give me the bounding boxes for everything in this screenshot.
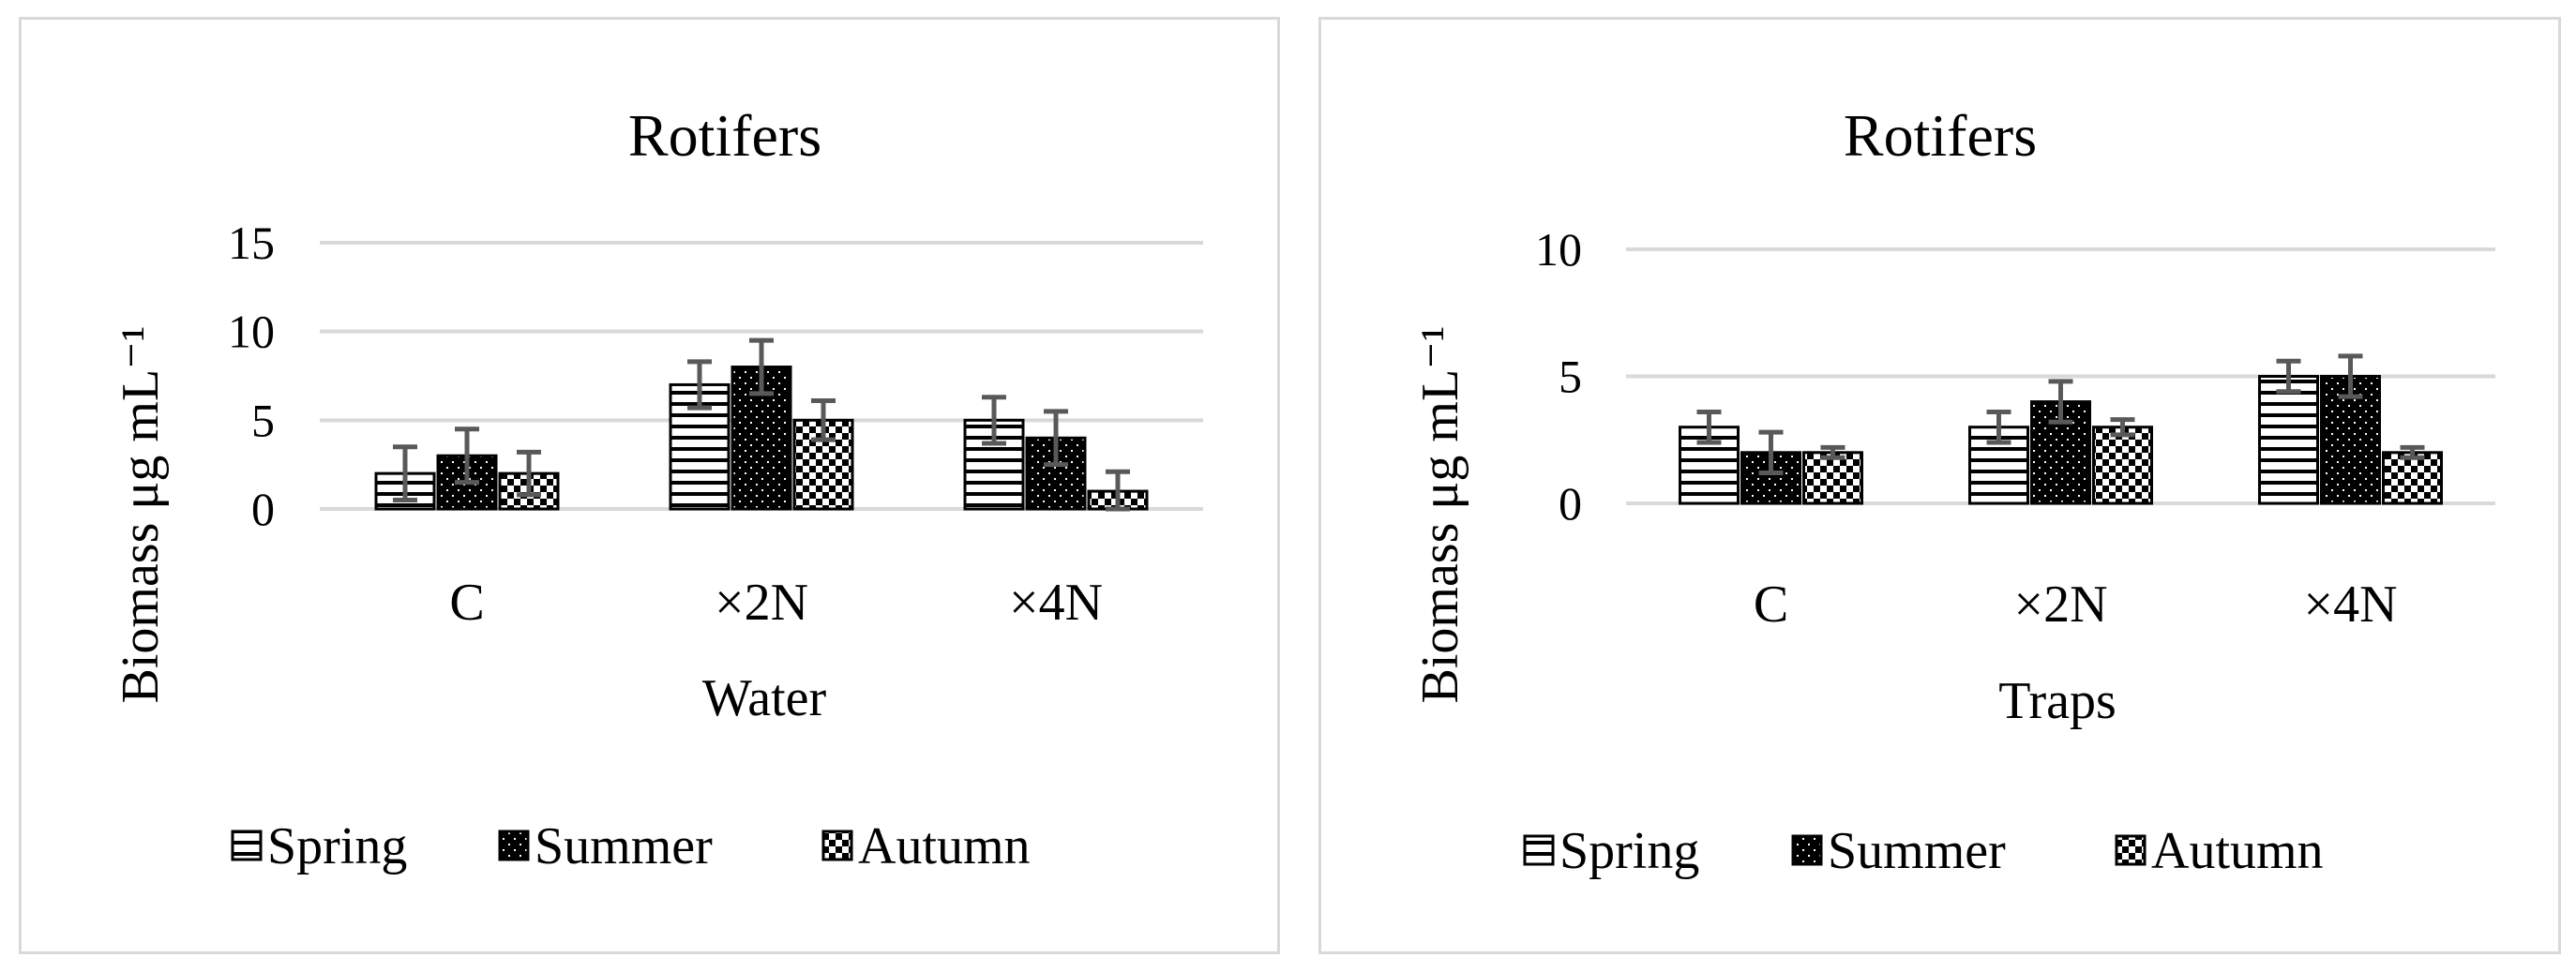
legend-label: Spring — [267, 817, 407, 875]
y-tick-label: 15 — [228, 217, 275, 269]
x-axis-title: Water — [702, 669, 827, 727]
legend-swatch-summer — [1791, 834, 1823, 866]
bar-summer — [1740, 451, 1801, 505]
chart-traps-svg: Rotifers 0 5 10 C ×2N ×4N Traps Biomass μg mL⁻¹ S… — [1411, 102, 2495, 880]
y-tick-label: 10 — [228, 306, 275, 358]
legend-swatch-autumn — [2115, 834, 2147, 866]
legend-label: Summer — [1828, 822, 2006, 880]
y-tick-label: 5 — [1559, 351, 1582, 403]
bar-autumn — [1802, 451, 1863, 505]
category-label: ×2N — [2013, 576, 2107, 634]
category-label: C — [449, 574, 484, 632]
chart-water-svg: Rotifers 0 5 10 15 C ×2N ×4N Water Biomass μg mL⁻… — [112, 102, 1203, 875]
x-axis-title: Traps — [1998, 672, 2117, 730]
y-tick-label: 0 — [1559, 477, 1582, 530]
legend-label: Autumn — [2151, 822, 2324, 880]
bar-summer — [2320, 375, 2381, 505]
chart-title: Rotifers — [628, 102, 821, 169]
legend-swatch-spring — [1523, 834, 1555, 866]
y-tick-label: 0 — [251, 483, 275, 535]
chart-title: Rotifers — [1844, 102, 2037, 169]
legend-label: Summer — [535, 817, 713, 875]
y-tick-label: 5 — [251, 394, 275, 446]
legend-swatch-spring — [231, 830, 263, 861]
y-axis-title: Biomass μg mL⁻¹ — [1411, 325, 1469, 703]
legend-label: Autumn — [858, 817, 1031, 875]
category-label: ×2N — [715, 574, 808, 632]
chart-panel-traps: Rotifers 0 5 10 C ×2N ×4N Traps Biomass μg mL⁻¹ S… — [1318, 17, 2561, 954]
category-label: C — [1754, 576, 1788, 634]
legend-swatch-autumn — [821, 830, 853, 861]
category-label: ×4N — [1009, 574, 1103, 632]
bar-autumn — [2382, 451, 2443, 505]
category-label: ×4N — [2303, 576, 2397, 634]
y-tick-label: 10 — [1535, 223, 1582, 276]
y-axis-title: Biomass μg mL⁻¹ — [112, 325, 170, 703]
legend-label: Spring — [1559, 822, 1699, 880]
bar-spring — [2258, 375, 2319, 505]
chart-panel-water: Rotifers 0 5 10 15 C ×2N ×4N Water Biomass μg mL⁻… — [19, 17, 1280, 954]
legend-swatch-summer — [498, 830, 530, 861]
bar-autumn — [2092, 426, 2153, 505]
